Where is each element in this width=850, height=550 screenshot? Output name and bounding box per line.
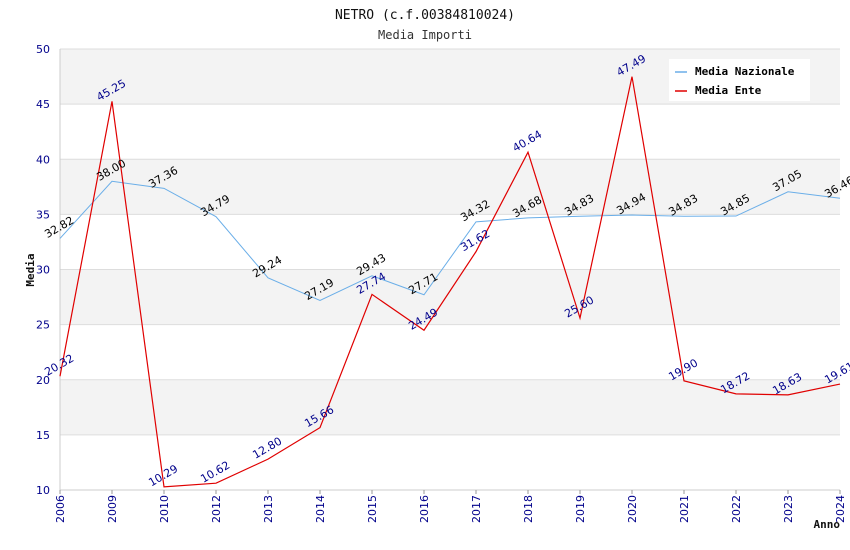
plot-band: [60, 434, 840, 490]
legend: Media Nazionale Media Ente: [669, 59, 810, 101]
axes: [59, 49, 841, 494]
x-tick-label: 2024: [834, 495, 847, 523]
plot-band: [60, 379, 840, 435]
chart-title: NETRO (c.f.00384810024): [335, 8, 515, 23]
series-line-media-nazionale: [59, 180, 841, 302]
x-tick-label: 2021: [678, 495, 691, 523]
y-tick-label: 35: [36, 208, 50, 221]
x-tick-label: 2020: [626, 495, 639, 523]
y-tick-label: 15: [36, 429, 50, 442]
x-tick-label: 2009: [106, 495, 119, 523]
y-tick-label: 20: [36, 374, 50, 387]
x-tick-label: 2013: [262, 495, 275, 523]
y-tick-label: 30: [36, 264, 50, 277]
tick-labels: 10 15 20 25 30 35 40 45 50 2006 2009 2010 2012 2013 20…: [36, 43, 847, 523]
legend-box: [669, 59, 810, 101]
y-tick-label: 40: [36, 153, 50, 166]
plot-band: [60, 214, 840, 270]
x-tick-label: 2017: [470, 495, 483, 523]
chart-subtitle: Media Importi: [378, 28, 472, 42]
x-tick-label: 2012: [210, 495, 223, 523]
series-lines: [59, 76, 841, 488]
plot-background: [60, 49, 840, 490]
x-tick-label: 2022: [730, 495, 743, 523]
y-tick-label: 50: [36, 43, 50, 56]
y-tick-label: 45: [36, 98, 50, 111]
plot-band: [60, 159, 840, 215]
y-tick-label: 25: [36, 319, 50, 332]
x-axis-label: Anno: [814, 518, 841, 531]
x-tick-label: 2015: [366, 495, 379, 523]
x-tick-label: 2016: [418, 495, 431, 523]
plot-band: [60, 324, 840, 380]
x-tick-label: 2023: [782, 495, 795, 523]
x-tick-label: 2019: [574, 495, 587, 523]
plot-band: [60, 269, 840, 325]
y-axis-label: Media: [24, 253, 37, 286]
x-tick-label: 2014: [314, 495, 327, 523]
series-line-media-ente: [59, 76, 841, 488]
x-tick-label: 2010: [158, 495, 171, 523]
plot-band: [60, 104, 840, 160]
x-tick-label: 2018: [522, 495, 535, 523]
legend-label-media-ente: Media Ente: [695, 84, 762, 97]
y-tick-label: 10: [36, 484, 50, 497]
legend-label-media-nazionale: Media Nazionale: [695, 65, 795, 78]
x-tick-label: 2006: [54, 495, 67, 523]
